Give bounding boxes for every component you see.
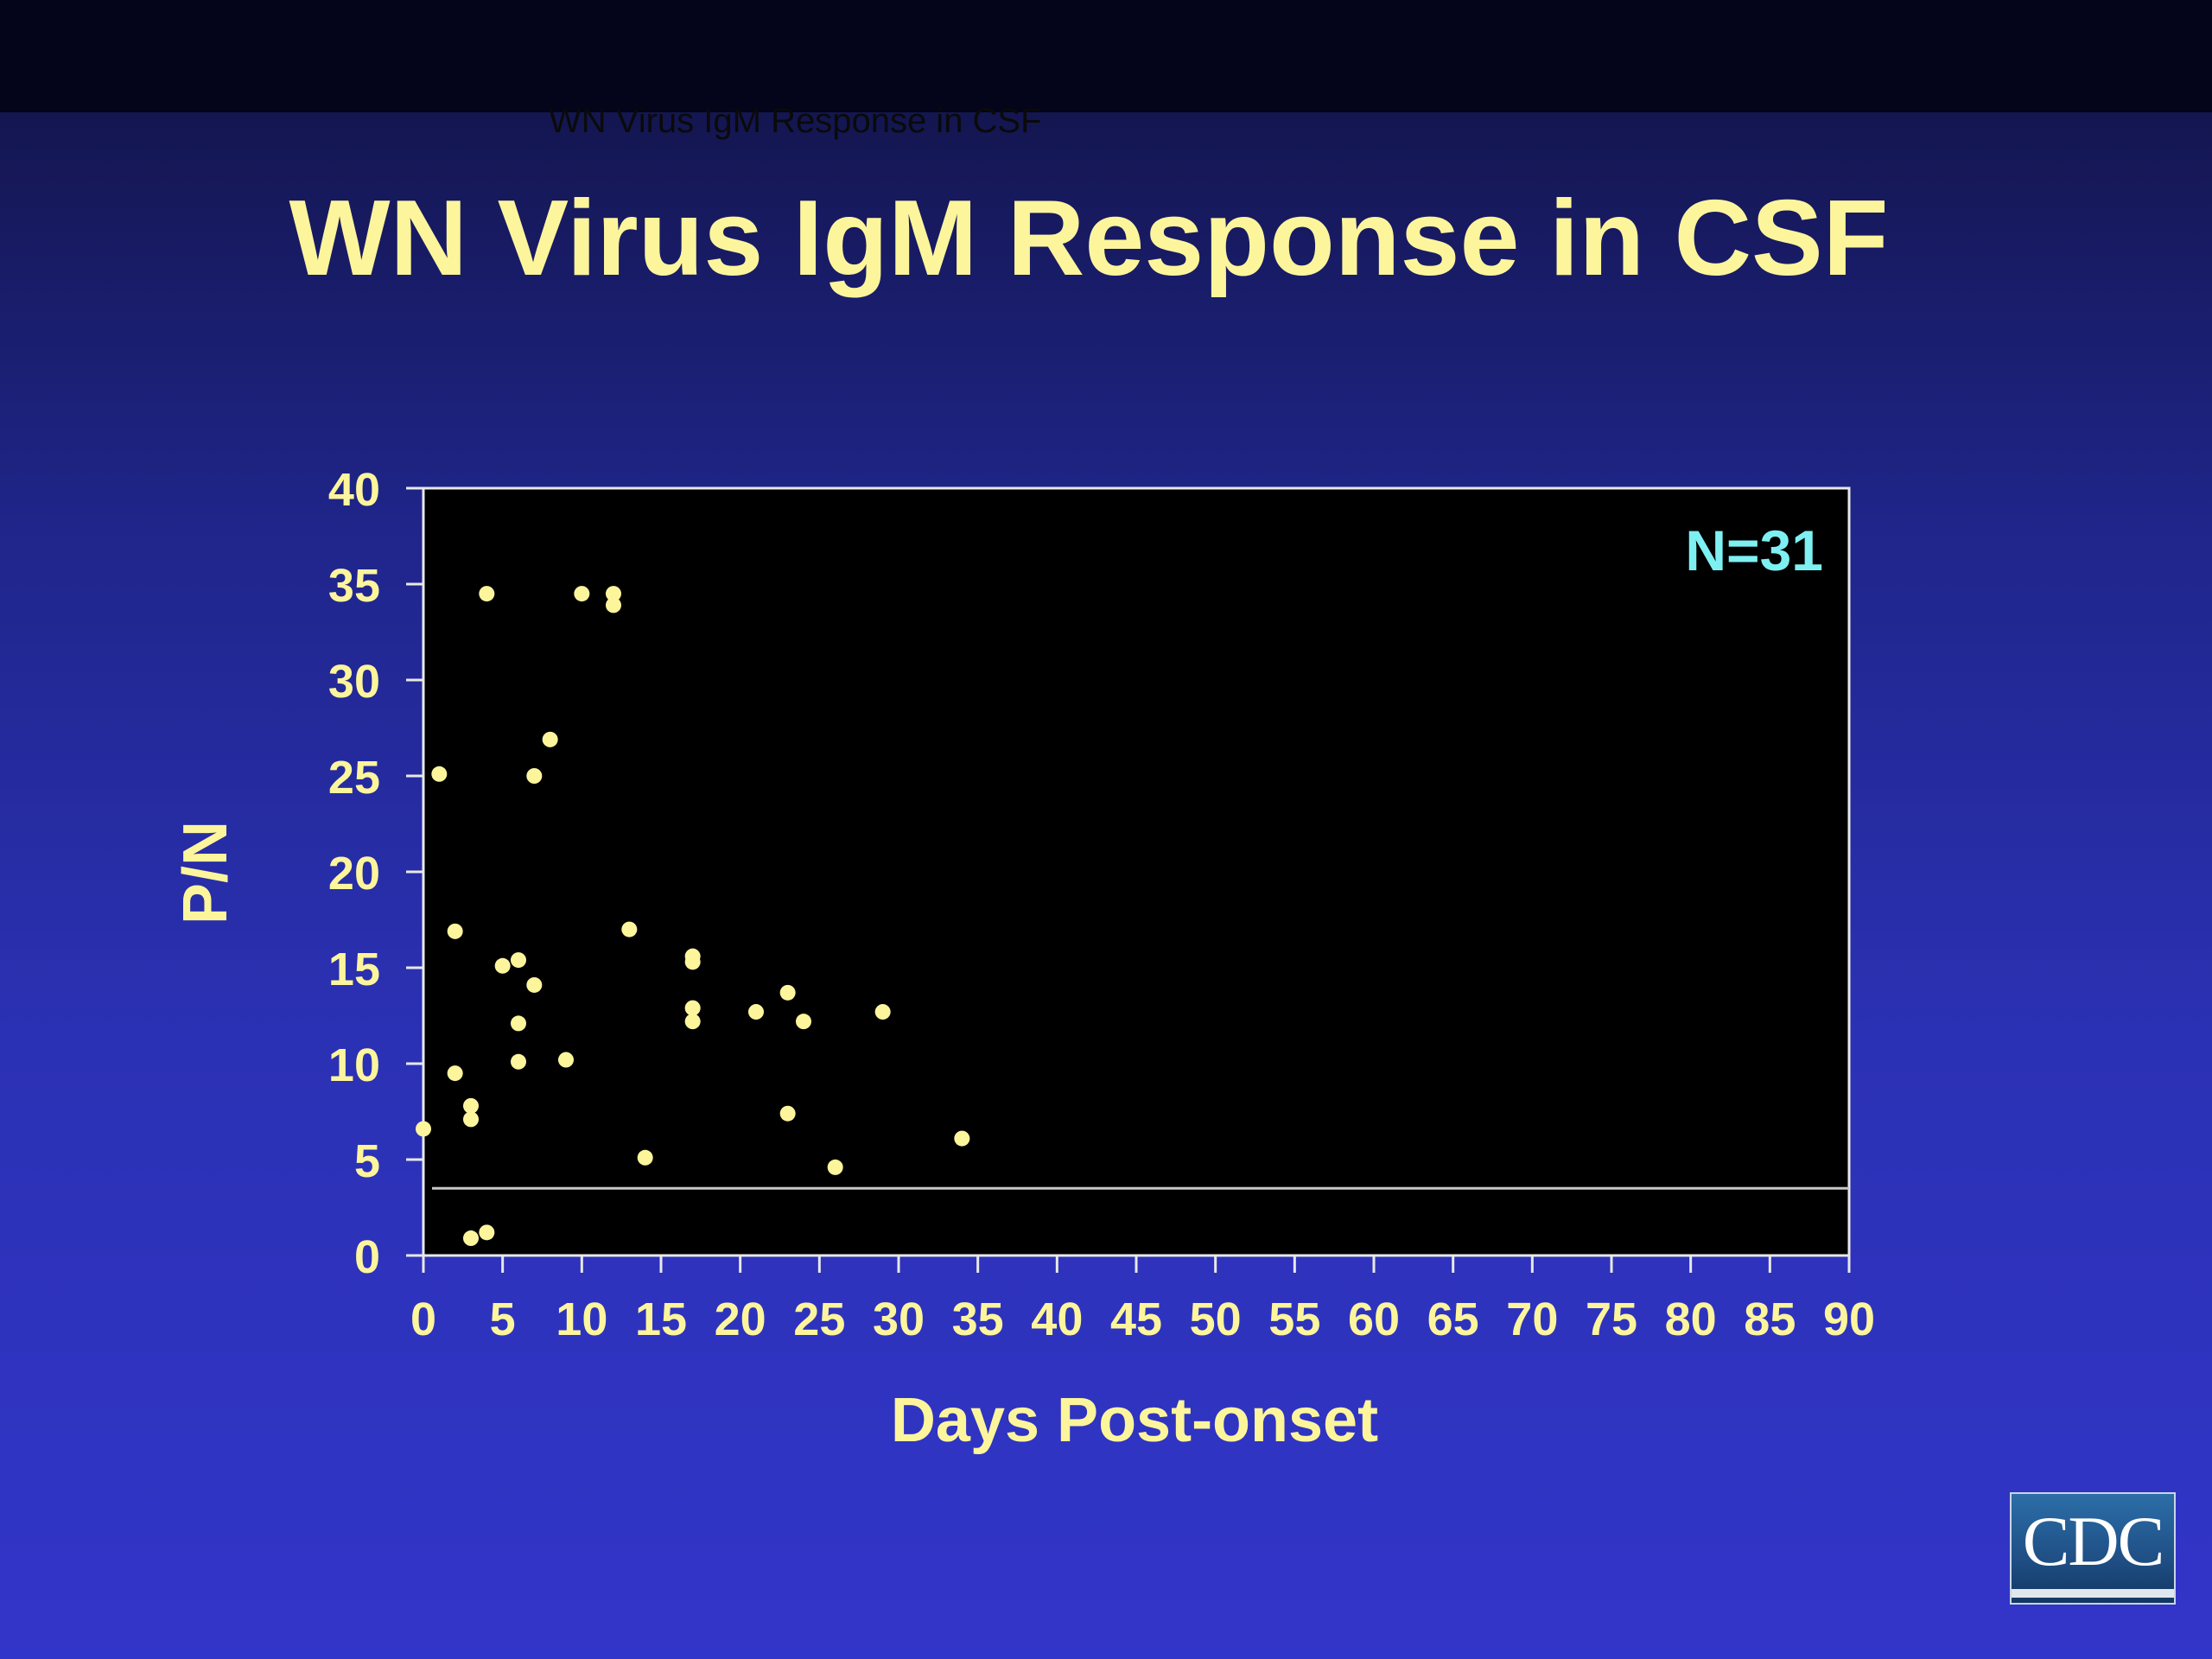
plot-area — [422, 486, 1851, 1257]
data-point — [574, 586, 590, 602]
data-point — [494, 957, 511, 974]
y-tick-label: 30 — [328, 656, 380, 708]
data-point — [511, 952, 526, 969]
x-tick-label: 85 — [1744, 1294, 1796, 1345]
x-tick-label: 35 — [952, 1294, 1004, 1345]
x-tick-label: 80 — [1665, 1294, 1717, 1345]
x-tick-label: 70 — [1506, 1294, 1558, 1345]
data-point — [526, 768, 543, 784]
x-tick-label: 75 — [1586, 1294, 1637, 1345]
data-point — [684, 1000, 701, 1016]
data-point — [558, 1052, 574, 1068]
y-tick-label: 40 — [328, 464, 380, 516]
x-tick-label: 55 — [1268, 1294, 1320, 1345]
y-tick-label: 5 — [354, 1135, 380, 1187]
x-tick-label: 65 — [1427, 1294, 1479, 1345]
data-point — [431, 766, 448, 782]
data-point — [684, 1014, 701, 1030]
data-point — [511, 1015, 526, 1032]
x-tick-label: 40 — [1031, 1294, 1083, 1345]
data-point — [479, 1224, 495, 1241]
data-points — [416, 586, 970, 1247]
y-tick-label: 20 — [328, 848, 380, 899]
data-point — [637, 1149, 653, 1166]
data-point — [416, 1121, 431, 1137]
top-band — [0, 0, 2212, 112]
data-point — [874, 1004, 891, 1020]
data-point — [684, 954, 701, 970]
x-tick-label: 50 — [1190, 1294, 1242, 1345]
data-point — [779, 1105, 796, 1122]
data-point — [748, 1004, 764, 1020]
data-point — [463, 1230, 479, 1247]
data-point — [606, 586, 621, 602]
x-axis-label: Days Post-onset — [891, 1386, 1378, 1455]
data-point — [606, 597, 621, 613]
data-point — [511, 1053, 526, 1070]
x-tick-label: 10 — [556, 1294, 607, 1345]
y-tick-label: 15 — [328, 944, 380, 995]
x-tick-label: 15 — [635, 1294, 687, 1345]
x-tick-label: 0 — [410, 1294, 436, 1345]
cdc-logo-text: CDC — [2022, 1502, 2165, 1580]
data-point — [621, 921, 638, 938]
n-annotation: N=31 — [1685, 518, 1823, 582]
data-point — [447, 923, 463, 939]
data-point — [827, 1159, 843, 1175]
data-point — [526, 976, 543, 993]
x-tick-label: 60 — [1348, 1294, 1400, 1345]
x-tick-label: 90 — [1823, 1294, 1875, 1345]
data-point — [463, 1097, 479, 1114]
y-axis: 0 5 10 15 20 25 30 35 40 — [328, 464, 423, 1283]
data-point — [463, 1111, 479, 1128]
cdc-logo-strip — [2012, 1589, 2174, 1598]
slide-caption: WN Virus IgM Response in CSF — [549, 102, 1042, 140]
data-point — [779, 984, 796, 1001]
data-point — [447, 1065, 463, 1082]
x-axis: 0 5 10 15 20 25 30 35 40 45 50 55 60 65 70 75 80 85 90 — [410, 1255, 1875, 1345]
y-tick-label: 35 — [328, 560, 380, 612]
x-tick-label: 30 — [873, 1294, 925, 1345]
y-tick-label: 25 — [328, 752, 380, 804]
data-point — [954, 1130, 970, 1147]
data-point — [542, 731, 558, 747]
data-point — [479, 586, 495, 602]
y-axis-label: P/N — [171, 821, 240, 925]
cdc-logo: CDC — [2010, 1492, 2176, 1605]
data-point — [796, 1014, 811, 1030]
x-tick-label: 45 — [1110, 1294, 1162, 1345]
x-tick-label: 20 — [715, 1294, 766, 1345]
x-tick-label: 25 — [793, 1294, 845, 1345]
y-tick-label: 0 — [354, 1231, 380, 1283]
x-tick-label: 5 — [490, 1294, 516, 1345]
y-tick-label: 10 — [328, 1039, 380, 1091]
slide-title: WN Virus IgM Response in CSF — [289, 179, 1889, 298]
